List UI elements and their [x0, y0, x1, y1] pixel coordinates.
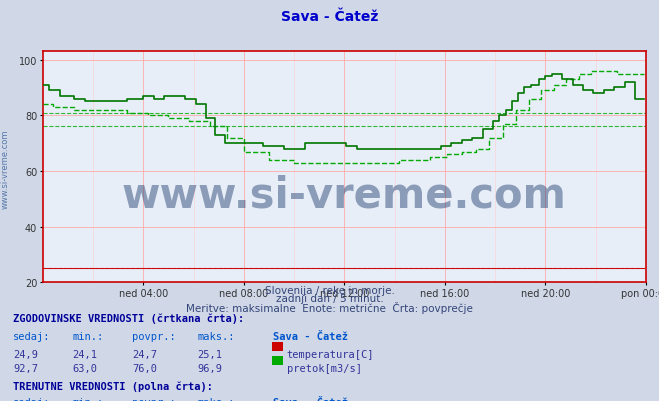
Text: 63,0: 63,0 — [72, 363, 98, 373]
Text: maks.:: maks.: — [198, 331, 235, 341]
Text: pretok[m3/s]: pretok[m3/s] — [287, 363, 362, 373]
Text: Slovenija / reke in morje.: Slovenija / reke in morje. — [264, 286, 395, 296]
Text: min.:: min.: — [72, 331, 103, 341]
Text: Sava - Čatež: Sava - Čatež — [273, 331, 349, 341]
Text: 92,7: 92,7 — [13, 363, 38, 373]
Text: ZGODOVINSKE VREDNOSTI (črtkana črta):: ZGODOVINSKE VREDNOSTI (črtkana črta): — [13, 313, 244, 323]
Text: Sava - Čatež: Sava - Čatež — [281, 10, 378, 24]
Text: Sava - Čatež: Sava - Čatež — [273, 397, 349, 401]
Text: zadnji dan / 5 minut.: zadnji dan / 5 minut. — [275, 294, 384, 304]
Text: 24,1: 24,1 — [72, 349, 98, 359]
Text: 96,9: 96,9 — [198, 363, 223, 373]
Text: www.si-vreme.com: www.si-vreme.com — [122, 174, 567, 216]
Text: povpr.:: povpr.: — [132, 397, 175, 401]
Text: sedaj:: sedaj: — [13, 397, 51, 401]
Text: 76,0: 76,0 — [132, 363, 157, 373]
Text: temperatura[C]: temperatura[C] — [287, 349, 374, 359]
Text: sedaj:: sedaj: — [13, 331, 51, 341]
Text: Meritve: maksimalne  Enote: metrične  Črta: povprečje: Meritve: maksimalne Enote: metrične Črta… — [186, 302, 473, 314]
Text: 24,7: 24,7 — [132, 349, 157, 359]
Text: maks.:: maks.: — [198, 397, 235, 401]
Text: TRENUTNE VREDNOSTI (polna črta):: TRENUTNE VREDNOSTI (polna črta): — [13, 380, 213, 391]
Text: 24,9: 24,9 — [13, 349, 38, 359]
Text: min.:: min.: — [72, 397, 103, 401]
Text: povpr.:: povpr.: — [132, 331, 175, 341]
Text: 25,1: 25,1 — [198, 349, 223, 359]
Text: www.si-vreme.com: www.si-vreme.com — [1, 129, 10, 208]
